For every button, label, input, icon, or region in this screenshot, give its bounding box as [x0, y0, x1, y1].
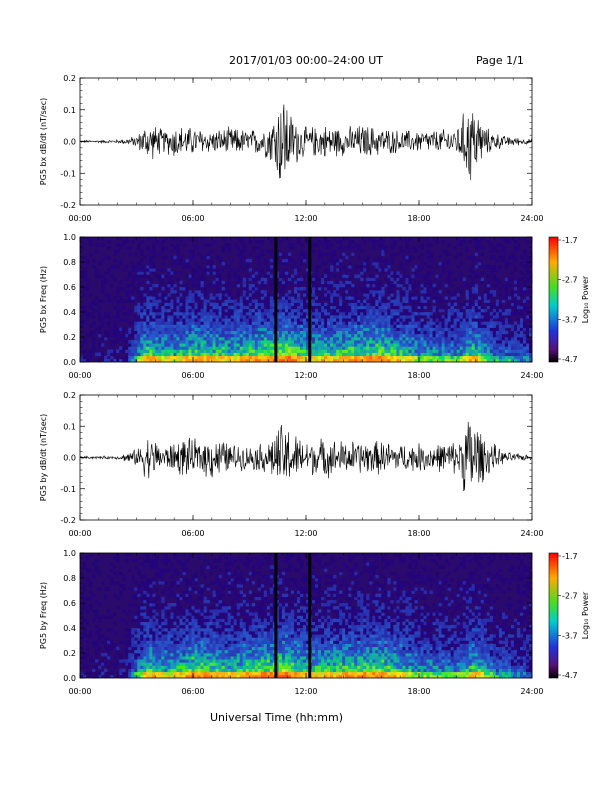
data-gap-line	[274, 237, 278, 362]
x-tick-label: 06:00	[181, 214, 204, 223]
y-tick-label: 1.0	[63, 549, 76, 558]
plot-frame	[79, 394, 533, 521]
y-tick-label: 0.4	[63, 308, 76, 317]
y-tick-label: 0.1	[63, 422, 76, 431]
y-tick-label: 0.2	[63, 391, 76, 400]
colorbar	[548, 552, 559, 679]
y-tick-label: 0.0	[63, 674, 76, 683]
y-tick-label: 0.2	[63, 333, 76, 342]
colorbar-tick-label: -4.7	[562, 671, 578, 680]
colorbar-tick-label: -2.7	[562, 592, 578, 601]
y-tick-label: 0.4	[63, 624, 76, 633]
x-tick-label: 24:00	[520, 214, 543, 223]
y-axis-label: PG5 by Freq (Hz)	[39, 582, 48, 649]
y-tick-label: -0.2	[60, 516, 76, 525]
colorbar-label: Log₁₀ Power	[581, 275, 590, 323]
y-tick-label: 0.6	[63, 283, 76, 292]
colorbar-tick-label: -4.7	[562, 355, 578, 364]
x-tick-label: 24:00	[520, 687, 543, 696]
colorbar	[548, 236, 559, 363]
y-tick-label: 0.1	[63, 106, 76, 115]
spectrogram-cells	[80, 553, 533, 679]
y-tick-label: 0.8	[63, 258, 76, 267]
colorbar-tick-label: -3.7	[562, 631, 578, 640]
x-tick-label: 18:00	[407, 371, 430, 380]
x-tick-label: 00:00	[68, 214, 91, 223]
x-tick-label: 06:00	[181, 687, 204, 696]
x-tick-label: 18:00	[407, 529, 430, 538]
colorbar-label: Log₁₀ Power	[581, 591, 590, 639]
x-tick-label: 00:00	[68, 371, 91, 380]
x-tick-label: 12:00	[294, 214, 317, 223]
page-number: Page 1/1	[476, 54, 524, 67]
y-axis-label: PG5 bx Freq (Hz)	[39, 266, 48, 333]
colorbar-tick-label: -2.7	[562, 276, 578, 285]
x-tick-label: 24:00	[520, 371, 543, 380]
data-gap-line	[274, 553, 278, 678]
x-tick-label: 06:00	[181, 371, 204, 380]
data-gap-line	[308, 553, 312, 678]
y-axis-label: PG5 by dB/dt (nT/sec)	[39, 414, 48, 501]
y-axis-label: PG5 bx dB/dt (nT/sec)	[39, 98, 48, 185]
x-tick-label: 18:00	[407, 687, 430, 696]
data-gap-line	[308, 237, 312, 362]
colorbar-tick-label: -1.7	[562, 236, 578, 245]
y-tick-label: 0.0	[63, 454, 76, 463]
dbdt-trace	[79, 104, 533, 181]
x-tick-label: 00:00	[68, 529, 91, 538]
y-tick-label: 0.2	[63, 74, 76, 83]
x-tick-label: 18:00	[407, 214, 430, 223]
y-tick-label: 0.6	[63, 599, 76, 608]
x-tick-label: 06:00	[181, 529, 204, 538]
colorbar-tick-label: -1.7	[562, 552, 578, 561]
y-tick-label: -0.2	[60, 201, 76, 210]
x-tick-label: 00:00	[68, 687, 91, 696]
dbdt-trace	[79, 421, 533, 492]
x-tick-label: 24:00	[520, 529, 543, 538]
y-tick-label: 0.0	[63, 138, 76, 147]
x-axis-title: Universal Time (hh:mm)	[210, 711, 343, 724]
y-tick-label: 0.0	[63, 358, 76, 367]
y-tick-label: 0.2	[63, 649, 76, 658]
page-title: 2017/01/03 00:00–24:00 UT	[228, 54, 384, 67]
y-tick-label: -0.1	[60, 485, 76, 494]
y-tick-label: 1.0	[63, 233, 76, 242]
x-tick-label: 12:00	[294, 371, 317, 380]
y-tick-label: 0.8	[63, 574, 76, 583]
x-tick-label: 12:00	[294, 529, 317, 538]
spectrogram-cells	[80, 237, 533, 363]
y-tick-label: -0.1	[60, 169, 76, 178]
colorbar-tick-label: -3.7	[562, 315, 578, 324]
x-tick-label: 12:00	[294, 687, 317, 696]
